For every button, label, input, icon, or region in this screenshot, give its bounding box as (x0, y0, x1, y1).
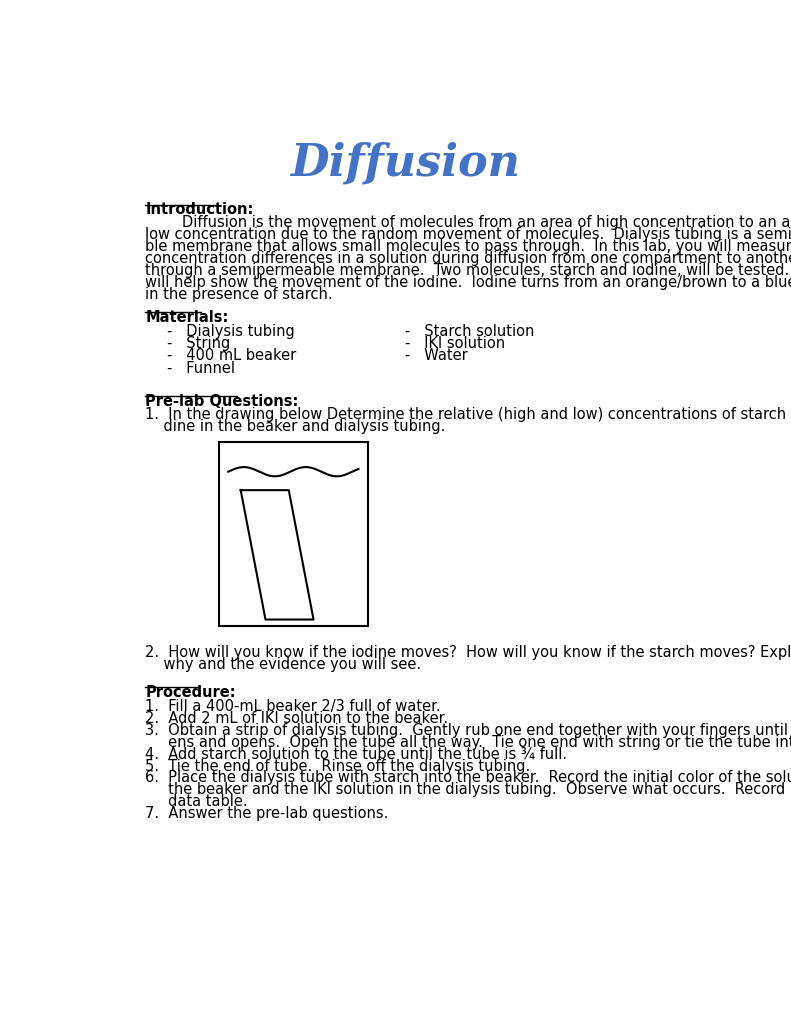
Text: -   Water: - Water (405, 348, 467, 364)
Text: in the presence of starch.: in the presence of starch. (146, 287, 333, 302)
Text: Diffusion: Diffusion (290, 141, 520, 184)
Text: 1.  In the drawing below Determine the relative (high and low) concentrations of: 1. In the drawing below Determine the re… (146, 407, 791, 422)
Text: 3.  Obtain a strip of dialysis tubing.  Gently rub one end together with your fi: 3. Obtain a strip of dialysis tubing. Ge… (146, 723, 791, 737)
Text: 1.  Fill a 400-mL beaker 2/3 full of water.: 1. Fill a 400-mL beaker 2/3 full of wate… (146, 698, 441, 714)
Text: ens and opens.  Open the tube all the way.  Tie one end with string or tie the t: ens and opens. Open the tube all the way… (146, 734, 791, 750)
Text: dine in the beaker and dialysis tubing.: dine in the beaker and dialysis tubing. (146, 419, 446, 434)
Text: Diffusion is the movement of molecules from an area of high concentration to an : Diffusion is the movement of molecules f… (146, 215, 791, 230)
Text: concentration differences in a solution during diffusion from one compartment to: concentration differences in a solution … (146, 251, 791, 266)
Text: the beaker and the IKI solution in the dialysis tubing.  Observe what occurs.  R: the beaker and the IKI solution in the d… (146, 782, 791, 798)
Text: -   String: - String (167, 336, 230, 351)
Text: Introduction:: Introduction: (146, 202, 254, 217)
Text: 2.  How will you know if the iodine moves?  How will you know if the starch move: 2. How will you know if the iodine moves… (146, 645, 791, 659)
Text: 2.  Add 2 mL of IKI solution to the beaker.: 2. Add 2 mL of IKI solution to the beake… (146, 711, 448, 726)
Text: Materials:: Materials: (146, 310, 229, 325)
Text: will help show the movement of the iodine.  Iodine turns from an orange/brown to: will help show the movement of the iodin… (146, 275, 791, 290)
Text: -   Funnel: - Funnel (167, 360, 235, 376)
Text: 5.  Tie the end of tube.  Rinse off the dialysis tubing.: 5. Tie the end of tube. Rinse off the di… (146, 759, 531, 773)
Text: data table.: data table. (146, 795, 248, 809)
Text: -   Dialysis tubing: - Dialysis tubing (167, 324, 295, 339)
Text: Pre-lab Questions:: Pre-lab Questions: (146, 394, 299, 409)
Text: why and the evidence you will see.: why and the evidence you will see. (146, 656, 422, 672)
Bar (219, 442, 368, 626)
Text: Procedure:: Procedure: (146, 685, 236, 700)
Text: ble membrane that allows small molecules to pass through.  In this lab, you will: ble membrane that allows small molecules… (146, 240, 791, 254)
Text: 6.  Place the dialysis tube with starch into the beaker.  Record the initial col: 6. Place the dialysis tube with starch i… (146, 770, 791, 785)
Text: low concentration due to the random movement of molecules.  Dialysis tubing is a: low concentration due to the random move… (146, 227, 791, 243)
Text: through a semipermeable membrane.  Two molecules, starch and iodine, will be tes: through a semipermeable membrane. Two mo… (146, 263, 791, 279)
Text: 7.  Answer the pre-lab questions.: 7. Answer the pre-lab questions. (146, 806, 388, 821)
Text: 4.  Add starch solution to the tube until the tube is ¾ full.: 4. Add starch solution to the tube until… (146, 746, 567, 762)
Text: -   Starch solution: - Starch solution (405, 324, 535, 339)
Text: -   400 mL beaker: - 400 mL beaker (167, 348, 297, 364)
Text: -   IKI solution: - IKI solution (405, 336, 505, 351)
